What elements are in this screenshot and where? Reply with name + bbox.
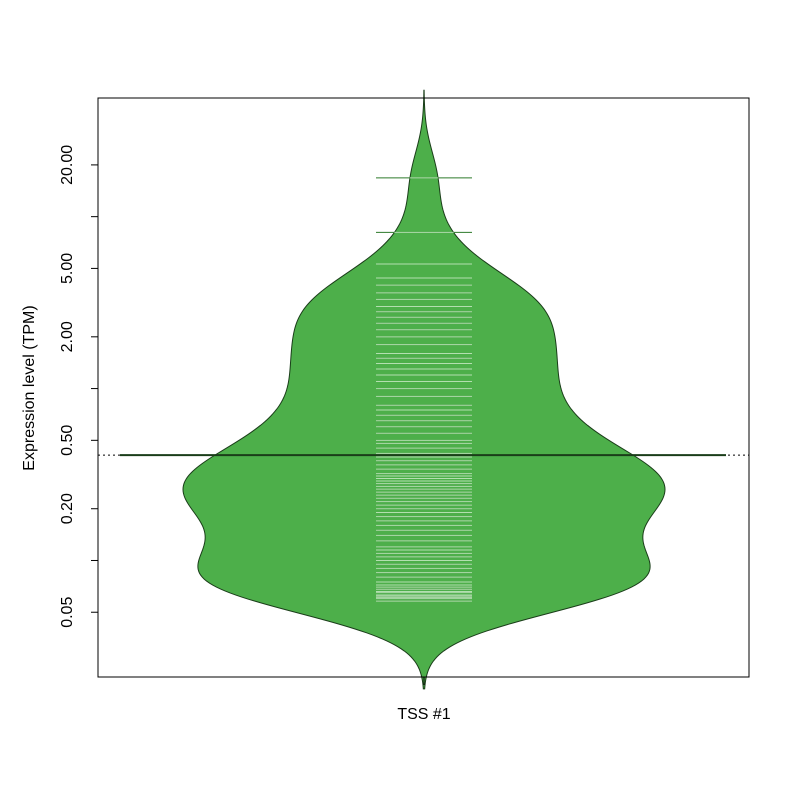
x-tick-label: TSS #1 — [397, 706, 450, 723]
y-axis-label: Expression level (TPM) — [21, 305, 38, 470]
bean — [182, 89, 666, 690]
y-tick-label: 5.00 — [59, 253, 76, 284]
y-tick-label: 2.00 — [59, 321, 76, 352]
y-tick-label: 20.00 — [59, 145, 76, 185]
y-tick-label: 0.20 — [59, 493, 76, 524]
y-tick-label: 0.05 — [59, 597, 76, 628]
y-tick-label: 0.50 — [59, 425, 76, 456]
